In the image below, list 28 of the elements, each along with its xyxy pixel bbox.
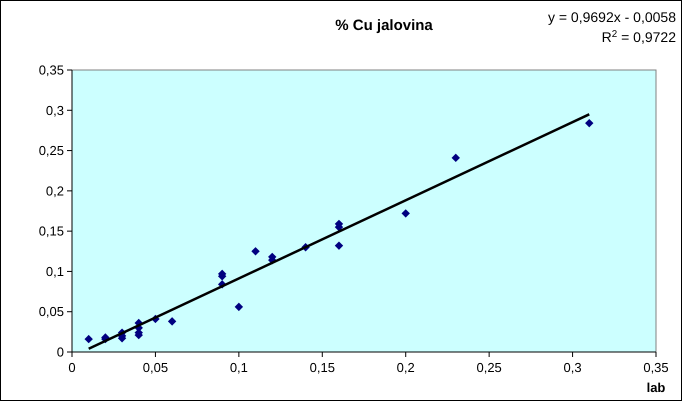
point <box>334 241 344 250</box>
point <box>585 118 594 128</box>
x-tick-label: 0,1 <box>230 360 248 375</box>
point <box>452 154 460 162</box>
x-tick-label: 0,25 <box>476 360 502 375</box>
point <box>234 302 244 312</box>
y-tick-label: 0,25 <box>38 143 64 158</box>
text: y = 0,9692x - 0,0058 <box>548 9 676 25</box>
point <box>84 334 93 344</box>
point <box>168 317 176 326</box>
y-tick-label: 0,3 <box>46 102 64 118</box>
text: R$^{2}$ = 0,9722 <box>602 28 676 45</box>
y-tick-label: 0,1 <box>46 264 64 279</box>
y-tick-label: 0 <box>56 344 64 360</box>
x-tick-label: 0,35 <box>643 360 669 375</box>
chart-title: % Cu jalovina <box>335 17 434 34</box>
x-axis-title: lab <box>646 380 666 395</box>
x-tick-label: 0,3 <box>564 360 582 375</box>
point <box>251 247 260 256</box>
y-tick-label: 0,35 <box>38 62 64 78</box>
y-tick-label: 0,15 <box>38 224 64 239</box>
y-tick-label: 0,2 <box>46 183 64 198</box>
x-tick-label: 0,15 <box>310 360 335 375</box>
x-tick-label: 0,2 <box>396 360 415 375</box>
x-tick-label: 0 <box>68 360 76 375</box>
point <box>402 209 410 218</box>
y-tick-label: 0,05 <box>38 304 64 320</box>
x-tick-label: 0,05 <box>142 360 168 375</box>
